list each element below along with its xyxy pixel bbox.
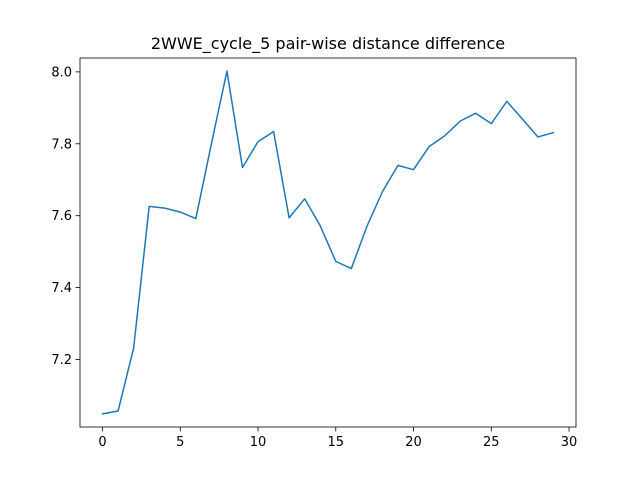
data-point bbox=[179, 211, 181, 213]
y-tick-label: 7.8 bbox=[51, 137, 72, 152]
data-point bbox=[537, 136, 539, 138]
data-point bbox=[428, 146, 430, 148]
data-point bbox=[490, 123, 492, 125]
x-tick-label: 15 bbox=[328, 435, 345, 450]
data-point bbox=[553, 132, 555, 134]
data-point bbox=[397, 165, 399, 167]
series-line-0 bbox=[101, 70, 555, 415]
data-point bbox=[195, 218, 197, 220]
x-tick-label: 20 bbox=[405, 435, 422, 450]
x-tick-label: 10 bbox=[250, 435, 267, 450]
y-tick-label: 8.0 bbox=[51, 65, 72, 80]
data-point bbox=[257, 141, 259, 143]
y-tick-label: 7.2 bbox=[51, 353, 72, 368]
y-tick-label: 7.4 bbox=[51, 281, 72, 296]
data-point bbox=[351, 268, 353, 270]
data-point bbox=[459, 120, 461, 122]
data-point bbox=[335, 261, 337, 263]
data-point bbox=[273, 131, 275, 133]
x-tick-label: 0 bbox=[98, 435, 106, 450]
data-point bbox=[164, 207, 166, 209]
data-point bbox=[133, 347, 135, 349]
data-point bbox=[288, 217, 290, 219]
x-tick-label: 25 bbox=[483, 435, 500, 450]
x-tick-label: 5 bbox=[176, 435, 184, 450]
data-point bbox=[148, 206, 150, 208]
data-point bbox=[211, 143, 213, 145]
data-point bbox=[444, 135, 446, 137]
data-point bbox=[242, 167, 244, 169]
data-point bbox=[304, 198, 306, 200]
x-tick-label: 30 bbox=[561, 435, 578, 450]
y-tick-label: 7.6 bbox=[51, 209, 72, 224]
data-point bbox=[522, 118, 524, 120]
data-point bbox=[319, 225, 321, 227]
data-point bbox=[102, 413, 104, 415]
data-point bbox=[413, 169, 415, 171]
data-point bbox=[382, 191, 384, 193]
data-point bbox=[475, 112, 477, 114]
axes-frame bbox=[79, 57, 577, 428]
chart-title: 2WWE_cycle_5 pair-wise distance differen… bbox=[151, 34, 505, 54]
data-point bbox=[366, 226, 368, 228]
plot-area: 0 5 10 15 20 25 30 7.2 7.4 7.6 7.8 8.0 bbox=[51, 57, 578, 450]
data-point bbox=[226, 70, 228, 72]
data-point bbox=[506, 101, 508, 103]
data-point bbox=[117, 410, 119, 412]
